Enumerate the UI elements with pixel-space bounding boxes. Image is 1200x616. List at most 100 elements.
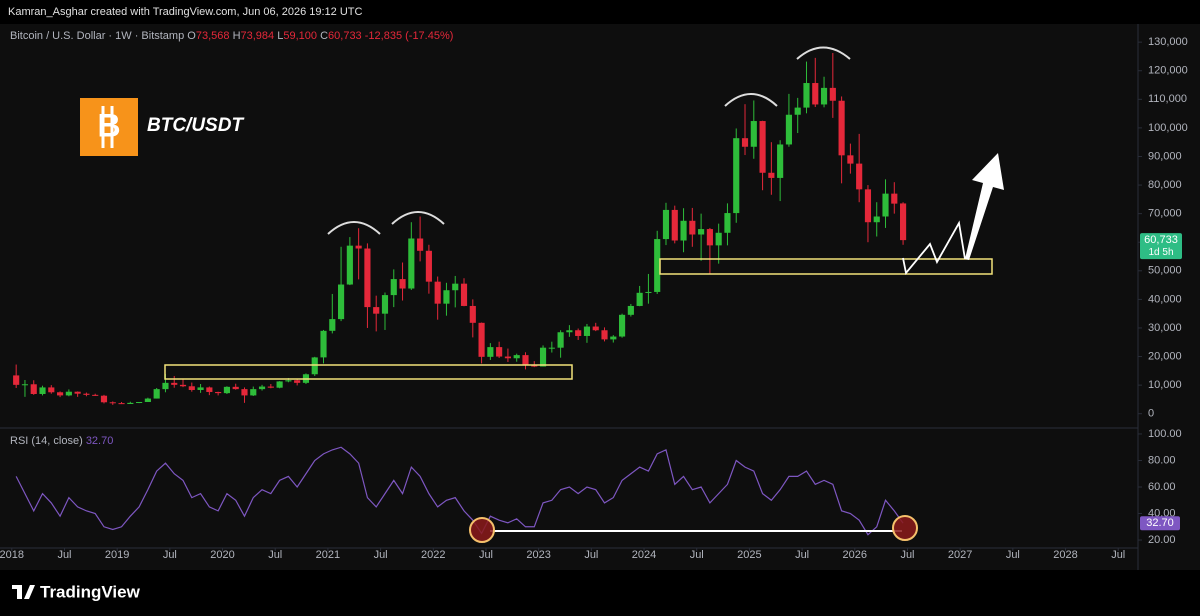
- price-tag: [1140, 233, 1182, 260]
- candle-body: [346, 245, 353, 285]
- candle-body: [338, 284, 345, 320]
- candle-body: [873, 216, 880, 223]
- candle-body: [548, 347, 555, 349]
- candle-body: [768, 172, 775, 178]
- x-tick-label: 2026: [843, 549, 867, 561]
- candle-body: [803, 83, 810, 108]
- candle-body: [276, 381, 283, 388]
- candle-body: [777, 144, 784, 178]
- brand-icon: [12, 585, 35, 599]
- candle-body: [487, 347, 494, 357]
- x-tick-label: Jul: [584, 549, 598, 561]
- candle-body: [566, 330, 573, 333]
- x-tick-label: Jul: [795, 549, 809, 561]
- candle-body: [21, 384, 29, 386]
- candle-body: [619, 314, 626, 337]
- c: C: [320, 30, 328, 42]
- candle-body: [136, 401, 143, 403]
- candle-body: [162, 382, 169, 390]
- candle-body: [460, 283, 468, 306]
- y-tick-label: 40,000: [1148, 293, 1182, 305]
- countdown: 1d 5h: [1148, 247, 1173, 258]
- candle-body: [381, 295, 389, 314]
- candle-body: [496, 347, 503, 357]
- candle-body: [206, 387, 213, 392]
- x-tick-label: Jul: [690, 549, 704, 561]
- candle-body: [794, 107, 801, 115]
- candle-body: [373, 307, 380, 314]
- candle-body: [74, 391, 81, 394]
- candle-body: [364, 248, 371, 308]
- candle-body: [847, 155, 854, 164]
- candle-body: [48, 387, 55, 393]
- x-tick-label: 2020: [210, 549, 234, 561]
- y-tick-label: 20,000: [1148, 350, 1182, 362]
- legend: Bitcoin / U.S. Dollar · 1W · Bitstamp O7…: [10, 30, 453, 42]
- top-arc: [327, 221, 381, 235]
- candle-body: [636, 292, 643, 306]
- candle-body: [153, 389, 160, 399]
- y-tick-label: 30,000: [1148, 322, 1182, 334]
- candle-body: [188, 386, 195, 390]
- candle-body: [13, 375, 20, 385]
- candle-body: [812, 83, 819, 105]
- x-tick-label: Jul: [268, 549, 282, 561]
- candle-body: [882, 193, 889, 217]
- candle-body: [478, 322, 485, 357]
- y-tick-label: 60.00: [1148, 481, 1176, 493]
- candle-body: [689, 220, 696, 235]
- candle-body: [706, 229, 713, 246]
- candle-body: [144, 398, 151, 402]
- candle-body: [557, 332, 564, 348]
- y-tick-label: 80,000: [1148, 179, 1182, 191]
- candle-body: [258, 386, 266, 390]
- candle-body: [891, 193, 898, 204]
- y-tick-label: 100,000: [1148, 122, 1188, 134]
- x-tick-label: 2019: [105, 549, 129, 561]
- candle-body: [900, 203, 907, 241]
- y-tick-label: 50,000: [1148, 265, 1182, 277]
- candle-body: [223, 386, 230, 394]
- candle-body: [601, 330, 608, 340]
- projection-path: [902, 220, 966, 276]
- candle-body: [408, 238, 415, 289]
- x-tick-label: Jul: [900, 549, 914, 561]
- change: -12,835 (-17.45%): [365, 30, 454, 42]
- y-tick-label: 0: [1148, 408, 1154, 420]
- btc-logo: [80, 98, 138, 156]
- candle-body: [443, 290, 450, 304]
- candle-body: [662, 209, 670, 240]
- candle-body: [355, 245, 362, 249]
- x-tick-label: Jul: [1006, 549, 1020, 561]
- o: O: [187, 30, 196, 42]
- x-tick-label: Jul: [57, 549, 71, 561]
- x-tick-label: 2028: [1053, 549, 1077, 561]
- brand: TradingView: [40, 582, 141, 601]
- y-tick-label: 90,000: [1148, 150, 1182, 162]
- candle-body: [179, 384, 187, 387]
- candle-body: [592, 326, 599, 331]
- x-tick-label: 2023: [526, 549, 550, 561]
- h: H: [233, 30, 241, 42]
- candle-body: [390, 279, 397, 296]
- candle-body: [434, 281, 441, 304]
- candle-body: [215, 391, 222, 394]
- candle-body: [680, 220, 687, 241]
- candle-body: [654, 239, 661, 292]
- x-tick-label: 2024: [632, 549, 656, 561]
- candle-body: [750, 121, 757, 147]
- candle-body: [311, 357, 318, 375]
- x-tick-label: Jul: [163, 549, 177, 561]
- asset-name: BTC/USDT: [147, 115, 244, 136]
- price-tag-label: 60,733: [1144, 234, 1178, 246]
- rsi-title: RSI (14, close) 32.70: [10, 435, 113, 447]
- candle-body: [57, 392, 64, 396]
- candle-body: [417, 238, 424, 251]
- x-tick-label: Jul: [374, 549, 388, 561]
- candle-body: [469, 305, 476, 323]
- top-arc: [724, 93, 778, 107]
- candle-body: [294, 380, 301, 383]
- candle-body: [575, 330, 582, 336]
